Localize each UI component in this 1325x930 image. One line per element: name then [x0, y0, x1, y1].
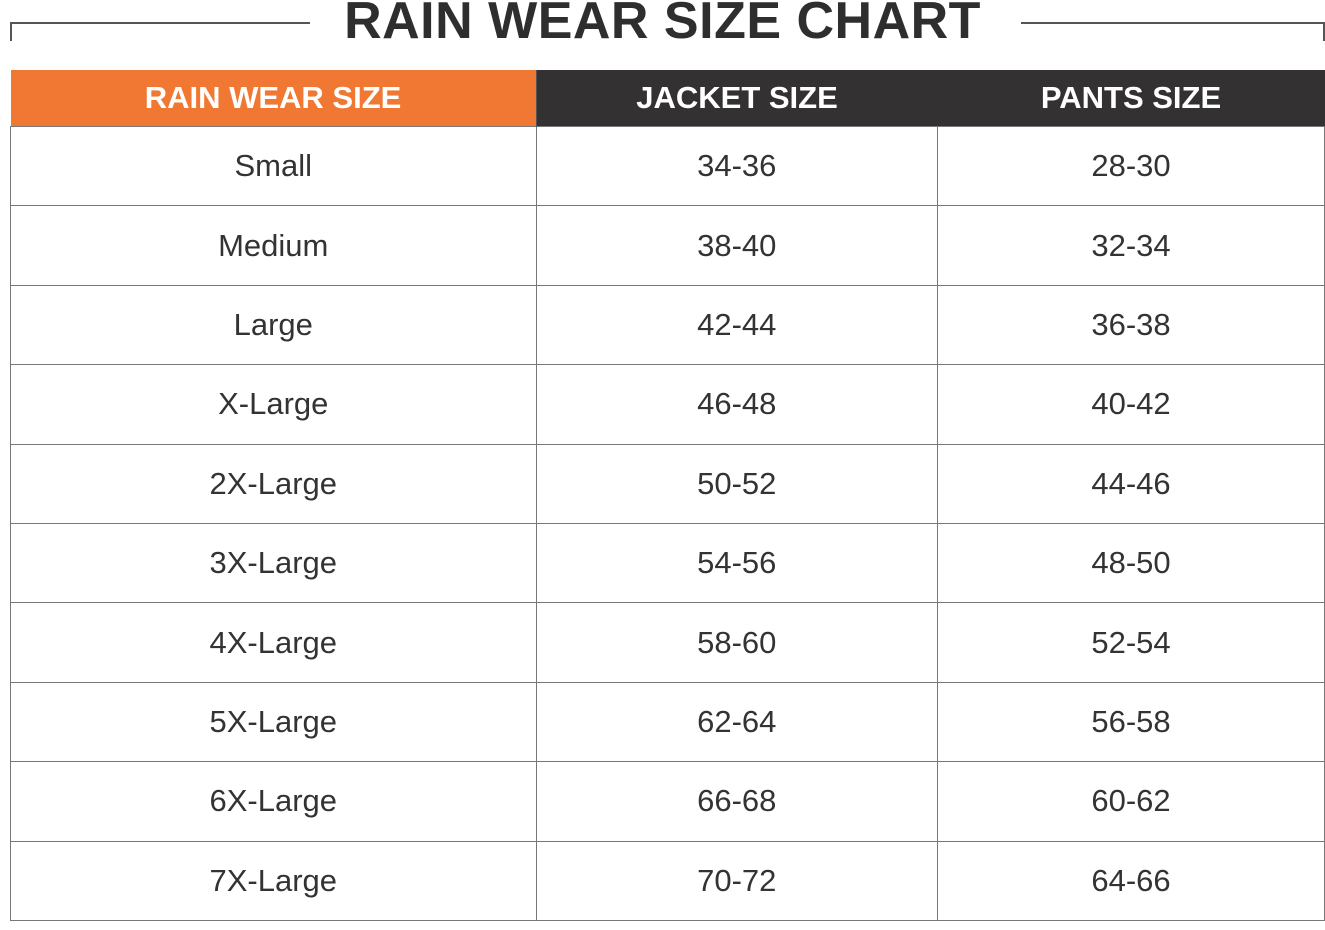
header-pants-size: PANTS SIZE	[937, 70, 1325, 127]
cell-jacket-size: 34-36	[535, 125, 938, 207]
cell-pants-size: 60-62	[937, 761, 1325, 842]
cell-jacket-size: 50-52	[535, 443, 938, 524]
table-row: 6X-Large 66-68 60-62	[10, 761, 1325, 842]
cell-rain-wear-size: X-Large	[10, 364, 537, 445]
header-row: RAIN WEAR SIZE JACKET SIZE PANTS SIZE	[10, 70, 1325, 127]
cell-jacket-size: 58-60	[535, 602, 938, 683]
cell-pants-size: 44-46	[937, 443, 1325, 524]
size-chart-table: RAIN WEAR SIZE JACKET SIZE PANTS SIZE Sm…	[10, 70, 1325, 921]
table-row: 2X-Large 50-52 44-46	[10, 443, 1325, 524]
cell-pants-size: 48-50	[937, 522, 1325, 604]
title-rule-left	[10, 22, 310, 24]
cell-pants-size: 52-54	[937, 602, 1325, 683]
table-row: 7X-Large 70-72 64-66	[10, 840, 1325, 921]
header-rain-wear-size: RAIN WEAR SIZE	[10, 70, 536, 127]
cell-jacket-size: 42-44	[535, 284, 938, 366]
table-row: Medium 38-40 32-34	[10, 205, 1325, 286]
cell-rain-wear-size: 5X-Large	[10, 681, 537, 763]
title-rule-right	[1021, 22, 1324, 24]
cell-pants-size: 56-58	[937, 681, 1325, 763]
table-row: 5X-Large 62-64 56-58	[10, 681, 1325, 763]
cell-jacket-size: 62-64	[535, 681, 938, 763]
table-row: Large 42-44 36-38	[10, 284, 1325, 366]
cell-rain-wear-size: Large	[10, 284, 537, 366]
title-rule-right-tick	[1323, 22, 1325, 41]
title-rule-left-tick	[10, 22, 12, 41]
table-row: 3X-Large 54-56 48-50	[10, 522, 1325, 604]
cell-rain-wear-size: 4X-Large	[10, 602, 537, 683]
cell-jacket-size: 46-48	[535, 364, 938, 445]
cell-pants-size: 32-34	[937, 205, 1325, 286]
header-jacket-size: JACKET SIZE	[535, 70, 938, 127]
table-row: 4X-Large 58-60 52-54	[10, 602, 1325, 683]
cell-rain-wear-size: 3X-Large	[10, 522, 537, 604]
cell-rain-wear-size: Small	[10, 125, 537, 207]
table-row: X-Large 46-48 40-42	[10, 364, 1325, 445]
cell-pants-size: 64-66	[937, 840, 1325, 921]
cell-jacket-size: 70-72	[535, 840, 938, 921]
cell-pants-size: 36-38	[937, 284, 1325, 366]
cell-pants-size: 28-30	[937, 125, 1325, 207]
cell-jacket-size: 54-56	[535, 522, 938, 604]
cell-jacket-size: 66-68	[535, 761, 938, 842]
table-row: Small 34-36 28-30	[10, 125, 1325, 207]
page-title: RAIN WEAR SIZE CHART	[344, 0, 981, 50]
cell-rain-wear-size: 2X-Large	[10, 443, 537, 524]
cell-jacket-size: 38-40	[535, 205, 938, 286]
cell-rain-wear-size: Medium	[10, 205, 537, 286]
cell-rain-wear-size: 7X-Large	[10, 840, 537, 921]
cell-rain-wear-size: 6X-Large	[10, 761, 537, 842]
cell-pants-size: 40-42	[937, 364, 1325, 445]
